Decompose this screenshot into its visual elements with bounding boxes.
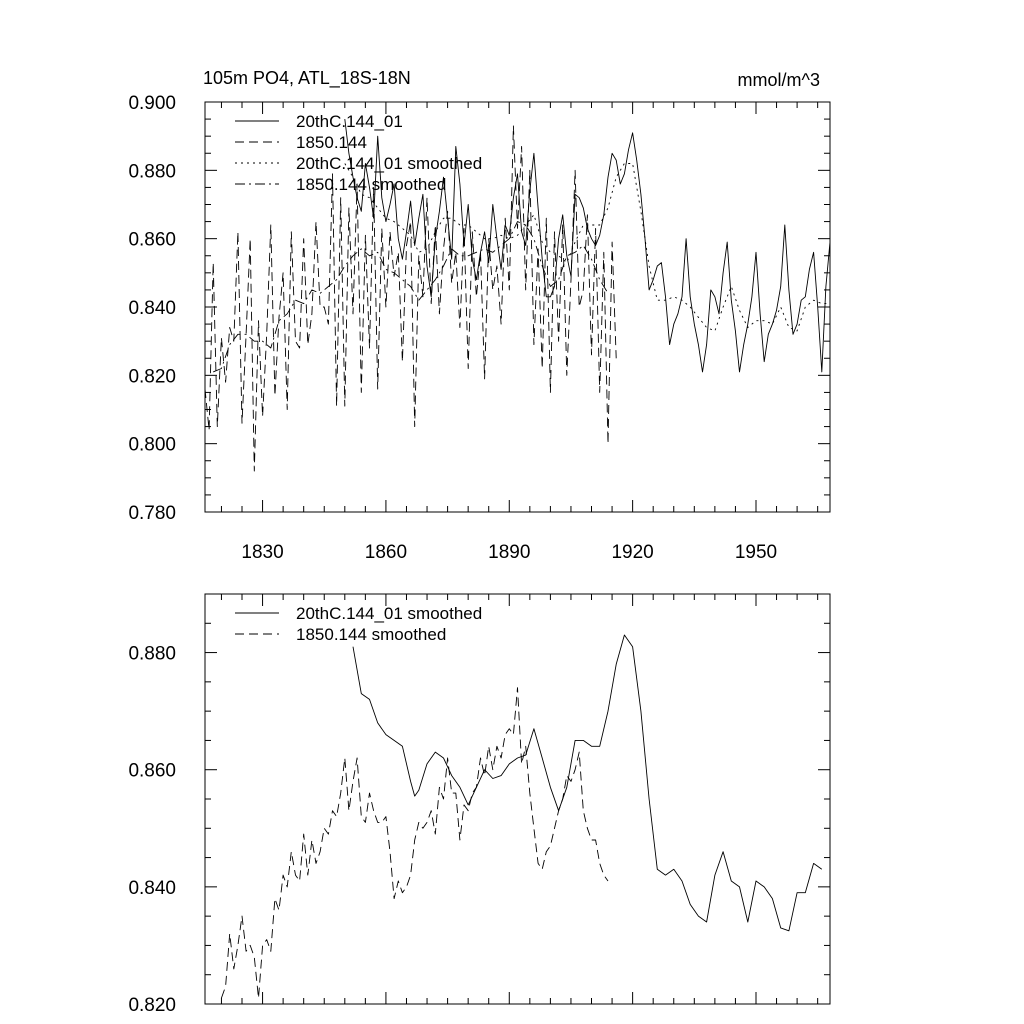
y-tick-label: 0.780 — [128, 503, 176, 524]
legend-label: 1850.144 smoothed — [296, 175, 446, 194]
legend-label: 20thC.144_01 — [296, 112, 403, 131]
x-tick-label: 1890 — [488, 542, 530, 563]
y-tick-label: 0.880 — [128, 644, 176, 665]
y-tick-label: 0.820 — [128, 366, 176, 387]
y-tick-label: 0.820 — [128, 995, 176, 1016]
series-line-20thc-144-01-smoothed — [344, 163, 830, 332]
y-tick-label: 0.900 — [128, 93, 176, 114]
series-line-20thc-144-01-smoothed — [352, 634, 823, 932]
top-panel-title: 105m PO4, ATL_18S-18N — [203, 68, 411, 89]
series-group — [220, 634, 823, 999]
series-line-1850-144-smoothed — [213, 221, 609, 373]
legend-label: 20thC.144_01 smoothed — [296, 604, 482, 623]
top-panel-units: mmol/m^3 — [738, 70, 820, 90]
y-tick-label: 0.860 — [128, 230, 176, 251]
legend-label: 1850.144 — [296, 133, 367, 152]
bottom-panel: 0.820 0.840 0.860 0.880 20thC.144_01 smoothe… — [128, 593, 831, 1016]
y-tick-label: 0.800 — [128, 435, 176, 456]
legend-label: 1850.144 smoothed — [296, 625, 446, 644]
series-line-1850-144-smoothed — [220, 687, 609, 999]
x-tick-label: 1830 — [241, 542, 283, 563]
x-tick-label: 1860 — [365, 542, 407, 563]
legend-label: 20thC.144_01 smoothed — [296, 154, 482, 173]
series-group — [205, 119, 830, 472]
y-tick-label: 0.860 — [128, 761, 176, 782]
x-tick-label: 1920 — [611, 542, 653, 563]
top-panel: 105m PO4, ATL_18S-18N mmol/m^3 1830 1860 1… — [128, 68, 831, 563]
x-tick-label: 1950 — [735, 542, 777, 563]
y-tick-label: 0.840 — [128, 878, 176, 899]
y-tick-label: 0.840 — [128, 298, 176, 319]
y-tick-label: 0.880 — [128, 161, 176, 182]
